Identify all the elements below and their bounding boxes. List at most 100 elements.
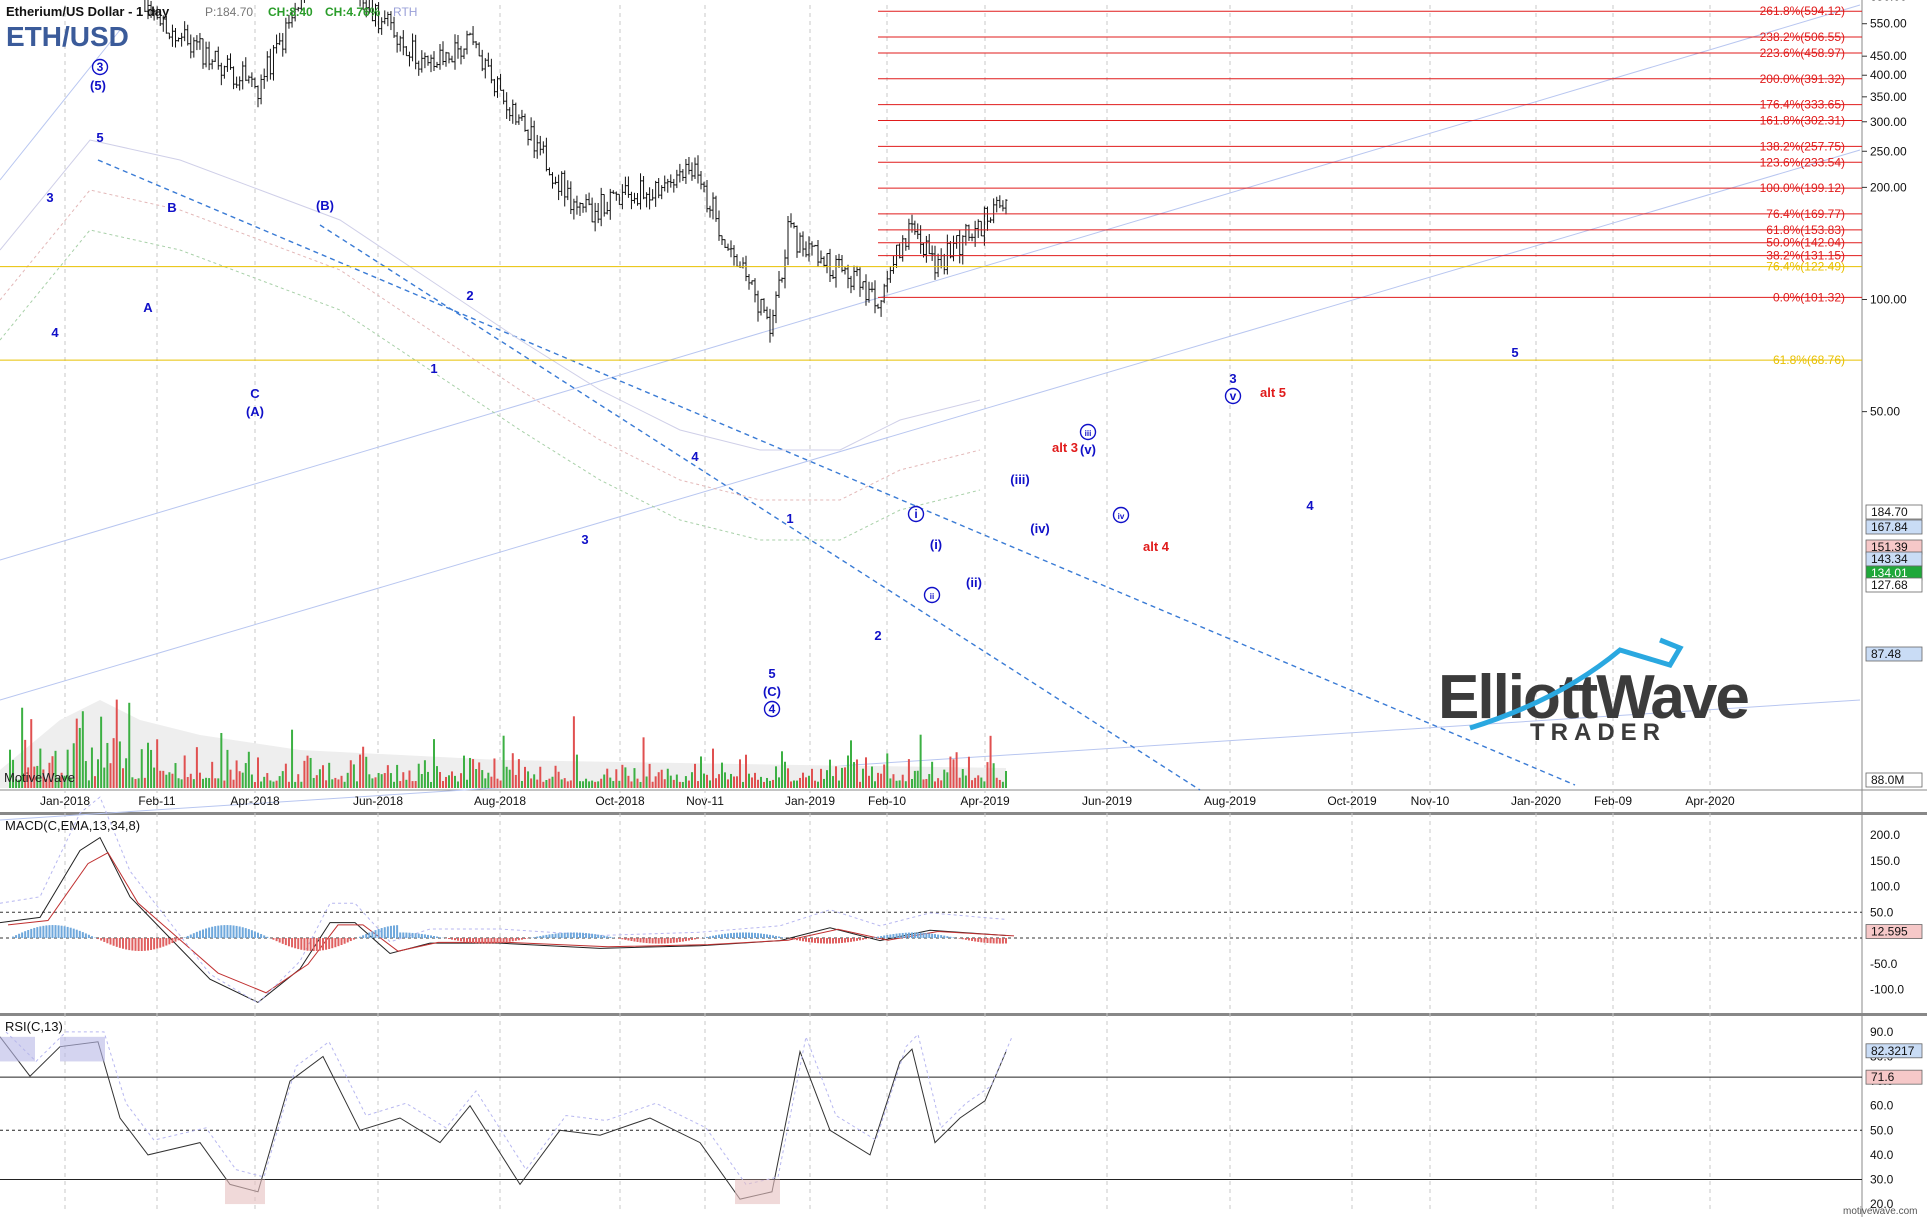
volume-bar bbox=[112, 738, 115, 788]
volume-bar bbox=[445, 776, 447, 788]
volume-bar bbox=[949, 756, 952, 788]
volume-area bbox=[0, 700, 1006, 788]
macd-histogram-bar bbox=[315, 938, 318, 951]
x-tick-label: Apr-2019 bbox=[960, 794, 1010, 808]
volume-bar bbox=[202, 778, 204, 788]
macd-histogram-bar bbox=[278, 938, 281, 943]
macd-histogram-bar bbox=[103, 938, 106, 942]
macd-histogram-bar bbox=[781, 937, 783, 939]
volume-bar bbox=[186, 777, 189, 788]
volume-bar bbox=[272, 781, 275, 788]
macd-histogram-bar bbox=[853, 938, 855, 942]
macd-histogram-bar bbox=[253, 931, 256, 939]
volume-bar bbox=[54, 750, 57, 788]
volume-bar bbox=[715, 778, 717, 788]
volume-bar bbox=[793, 780, 795, 788]
macd-histogram-bar bbox=[748, 932, 750, 939]
macd-histogram-bar bbox=[542, 935, 545, 939]
macd-histogram-bar bbox=[171, 938, 174, 944]
fib-levels: 138.2%(1410.78)123.6%(791.98)76.4%(122.4… bbox=[0, 4, 1862, 367]
macd-histogram-bar bbox=[943, 935, 946, 939]
wave-label: alt 5 bbox=[1260, 385, 1286, 400]
macd-histogram-bar bbox=[633, 938, 636, 942]
y-tick-label: 350.00 bbox=[1870, 90, 1907, 104]
volume-bar bbox=[925, 778, 928, 788]
volume-bar bbox=[566, 781, 569, 788]
volume-bar bbox=[30, 719, 33, 788]
volume-bar bbox=[645, 776, 648, 788]
volume-bar bbox=[524, 766, 526, 788]
volume-bar bbox=[751, 777, 753, 788]
macd-histogram-bar bbox=[508, 938, 511, 942]
volume-bar bbox=[820, 768, 822, 788]
volume-bar bbox=[678, 781, 681, 788]
macd-histogram-bar bbox=[241, 927, 244, 939]
red-fib-label: 38.2%(131.15) bbox=[1766, 249, 1845, 263]
volume-bar bbox=[892, 774, 895, 788]
price-badge-label: 143.34 bbox=[1871, 552, 1908, 566]
channel-line bbox=[0, 29, 121, 181]
macd-histogram-bar bbox=[371, 931, 374, 939]
macd-histogram-bar bbox=[727, 933, 729, 939]
macd-histogram-bar bbox=[980, 938, 983, 943]
wave-label: iv bbox=[1118, 512, 1125, 521]
y-tick-label: 200.00 bbox=[1870, 180, 1907, 194]
volume-bar bbox=[681, 781, 684, 788]
volume-bar bbox=[84, 761, 87, 788]
volume-bar bbox=[763, 781, 765, 788]
motivewave-url: motivewave.com bbox=[1843, 1206, 1917, 1217]
macd-histogram-bar bbox=[238, 926, 241, 939]
macd-histogram-bar bbox=[69, 927, 72, 939]
volume-bar bbox=[847, 755, 849, 788]
volume-bar bbox=[281, 771, 284, 788]
macd-histogram-bar bbox=[303, 938, 306, 951]
macd-histogram-bar bbox=[621, 938, 624, 940]
macd-histogram-bar bbox=[112, 938, 115, 946]
macd-histogram-bar bbox=[430, 935, 432, 939]
rsi-badge-label: 82.3217 bbox=[1871, 1044, 1915, 1058]
volume-bar bbox=[60, 772, 63, 788]
macd-histogram-bar bbox=[451, 938, 453, 940]
volume-bar bbox=[533, 774, 536, 788]
macd-histogram-bar bbox=[952, 937, 955, 939]
volume-bar bbox=[922, 779, 925, 788]
volume-bar bbox=[603, 774, 606, 788]
macd-histogram-bar bbox=[928, 933, 931, 939]
macd-tick-label: 150.0 bbox=[1870, 854, 1900, 868]
logo-subtitle: TRADER bbox=[1530, 719, 1666, 746]
volume-bar bbox=[460, 773, 462, 788]
volume-bar bbox=[901, 774, 904, 788]
volume-bar bbox=[560, 779, 563, 788]
macd-histogram-bar bbox=[481, 938, 484, 944]
macd-histogram-bar bbox=[244, 928, 247, 939]
volume-bar bbox=[125, 758, 128, 788]
volume-bar bbox=[21, 707, 24, 788]
macd-histogram-bar bbox=[916, 932, 919, 939]
volume-bar bbox=[334, 777, 337, 788]
macd-histogram-bar bbox=[569, 932, 572, 939]
macd-histogram-bar bbox=[106, 938, 109, 944]
wave-label: i bbox=[914, 507, 917, 521]
volume-bar bbox=[569, 780, 572, 788]
volume-bar bbox=[666, 768, 669, 788]
macd-histogram-bar bbox=[814, 938, 816, 943]
macd-histogram-bar bbox=[838, 938, 840, 944]
rsi-envelope bbox=[5, 1031, 1013, 1185]
volume-bar bbox=[192, 779, 195, 788]
macd-histogram-bar bbox=[165, 938, 168, 946]
volume-bar bbox=[36, 765, 39, 788]
macd-histogram-bar bbox=[463, 938, 465, 942]
macd-histogram-bar bbox=[901, 932, 904, 939]
wave-label: 4 bbox=[51, 325, 59, 340]
macd-histogram-bar bbox=[859, 938, 861, 941]
macd-histogram-bar bbox=[922, 932, 925, 939]
volume-bar bbox=[469, 757, 471, 788]
volume-bar bbox=[967, 756, 970, 788]
volume-bar bbox=[208, 778, 211, 788]
macd-histogram-bar bbox=[291, 938, 294, 948]
macd-histogram-bar bbox=[72, 928, 75, 939]
wave-label: (iii) bbox=[1010, 472, 1030, 487]
macd-histogram-bar bbox=[597, 934, 600, 939]
logo-arrow bbox=[1469, 637, 1684, 731]
volume-bar bbox=[654, 776, 657, 788]
